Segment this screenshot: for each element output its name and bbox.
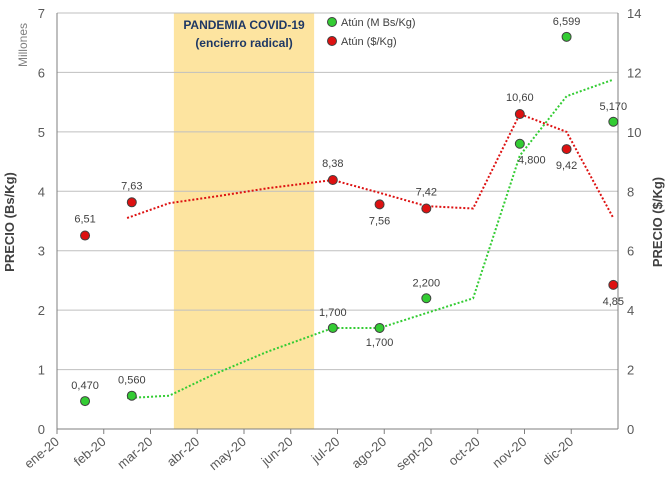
x-tick-label: jun-20 <box>258 434 296 469</box>
covid-pandemic-band <box>173 13 315 429</box>
data-point-usd <box>561 144 572 155</box>
data-label: 4,800 <box>518 155 546 167</box>
data-label: 8,38 <box>322 158 343 170</box>
legend-label-usd: Atún ($/Kg) <box>341 36 397 48</box>
covid-annotation-subtitle: (encierro radical) <box>195 36 292 50</box>
data-label: 6,599 <box>553 16 581 28</box>
data-point-usd <box>514 109 525 120</box>
data-point-bs <box>608 116 619 127</box>
left-tick-label: 6 <box>38 65 45 80</box>
legend-label-bs: Atún (M Bs/Kg) <box>341 17 416 29</box>
data-point-bs <box>126 390 137 401</box>
data-labels: 0,470 0,560 1,700 1,700 2,200 4,800 6,599 5,170… <box>71 16 627 392</box>
x-tick-label: mar-20 <box>114 434 155 472</box>
data-point-bs <box>514 138 525 149</box>
data-point-bs <box>80 396 91 407</box>
data-label: 7,63 <box>121 180 142 192</box>
axes <box>56 13 619 430</box>
left-axis-units: Millones <box>16 23 30 67</box>
right-tick-label: 0 <box>627 422 634 437</box>
data-point-usd <box>126 197 137 208</box>
x-axis-ticks: ene-20 feb-20 mar-20 abr-20 may-20 jun-20 jul-… <box>21 429 576 473</box>
data-label: 1,700 <box>366 337 394 349</box>
data-label: 6,51 <box>74 214 95 226</box>
x-tick-label: may-20 <box>206 434 249 473</box>
legend-marker-red <box>327 36 337 46</box>
left-axis-title: PRECIO (Bs/Kg) <box>2 172 17 272</box>
x-tick-label: ene-20 <box>21 434 62 472</box>
data-label: 10,60 <box>506 92 534 104</box>
data-point-usd <box>80 230 91 241</box>
left-tick-label: 5 <box>38 125 45 140</box>
right-tick-label: 6 <box>627 244 634 259</box>
data-point-bs <box>561 31 572 42</box>
covid-annotation-title: PANDEMIA COVID-19 <box>183 18 305 32</box>
data-point-usd <box>608 279 619 290</box>
left-axis-ticks: 0 1 2 3 4 5 6 7 <box>38 6 45 437</box>
data-points <box>80 31 619 407</box>
legend: Atún (M Bs/Kg) Atún ($/Kg) <box>327 17 416 48</box>
legend-marker-green <box>327 17 337 27</box>
data-label: 5,170 <box>600 101 628 113</box>
right-axis-title: PRECIO ($/Kg) <box>650 177 665 267</box>
gridlines <box>57 12 618 371</box>
trend-lines <box>126 78 615 400</box>
x-tick-label: oct-20 <box>445 434 482 469</box>
data-label: 0,470 <box>71 380 99 392</box>
x-tick-label: dic-20 <box>539 434 576 468</box>
x-tick-label: jul-20 <box>308 434 343 467</box>
data-point-bs <box>421 293 432 304</box>
data-label: 4,85 <box>603 296 624 308</box>
right-tick-label: 2 <box>627 363 634 378</box>
right-tick-label: 12 <box>627 65 641 80</box>
right-axis-ticks: 0 2 4 6 8 10 12 14 <box>627 6 641 437</box>
x-tick-label: abr-20 <box>164 434 202 470</box>
left-tick-label: 2 <box>38 303 45 318</box>
data-point-usd <box>327 174 338 185</box>
left-tick-label: 1 <box>38 363 45 378</box>
left-tick-label: 7 <box>38 6 45 21</box>
data-point-usd <box>374 199 385 210</box>
right-tick-label: 4 <box>627 303 634 318</box>
data-label: 9,42 <box>556 160 577 172</box>
data-point-usd <box>421 203 432 214</box>
x-tick-label: ago-20 <box>349 434 390 472</box>
data-point-bs <box>374 322 385 333</box>
data-label: 0,560 <box>118 375 146 387</box>
data-point-bs <box>327 322 338 333</box>
data-label: 7,42 <box>416 187 437 199</box>
left-tick-label: 3 <box>38 244 45 259</box>
left-tick-label: 0 <box>38 422 45 437</box>
x-tick-label: nov-20 <box>489 434 529 471</box>
right-tick-label: 14 <box>627 6 641 21</box>
data-label: 1,700 <box>319 307 347 319</box>
right-tick-label: 10 <box>627 125 641 140</box>
x-tick-label: sept-20 <box>393 434 436 473</box>
left-tick-label: 4 <box>38 184 45 199</box>
data-label: 2,200 <box>413 277 441 289</box>
data-label: 7,56 <box>369 215 390 227</box>
right-tick-label: 8 <box>627 184 634 199</box>
x-tick-label: feb-20 <box>71 434 109 469</box>
trend-line-bs <box>127 78 614 400</box>
